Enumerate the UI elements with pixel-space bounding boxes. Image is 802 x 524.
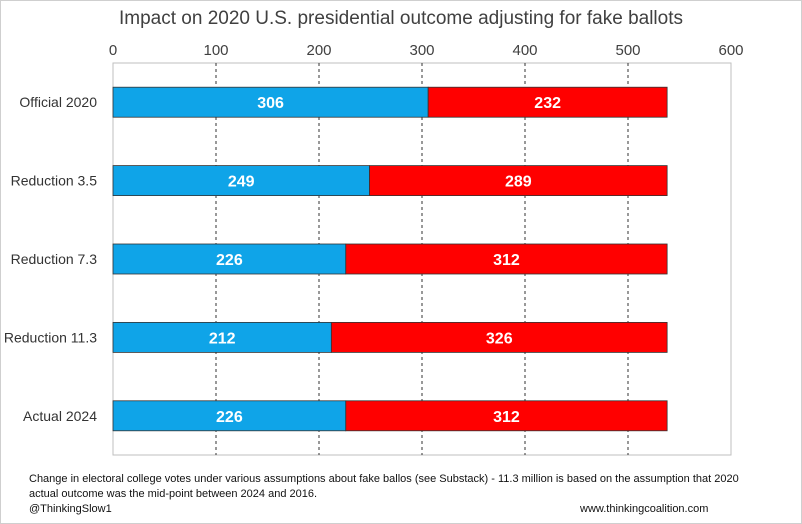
x-tick-label: 400	[512, 42, 537, 59]
data-label: 249	[228, 174, 255, 191]
x-tick-label: 100	[203, 42, 228, 59]
category-label: Official 2020	[19, 94, 97, 110]
bar-segment-red	[427, 86, 668, 118]
x-tick-label: 0	[109, 42, 117, 59]
category-label: Reduction 3.5	[11, 173, 98, 189]
data-label: 232	[534, 95, 561, 112]
bar-segment-red	[330, 321, 668, 353]
bar-segment-red	[369, 165, 668, 197]
bar-segment-blue	[112, 243, 347, 275]
data-label: 212	[209, 330, 236, 347]
chart-title: Impact on 2020 U.S. presidential outcome…	[119, 8, 683, 29]
x-tick-label: 600	[718, 42, 743, 59]
category-label: Actual 2024	[23, 408, 97, 424]
data-label: 312	[493, 252, 520, 269]
category-label: Reduction 7.3	[11, 251, 98, 267]
x-tick-label: 200	[306, 42, 331, 59]
twitter-handle: @ThinkingSlow1	[29, 503, 112, 515]
data-label: 226	[216, 409, 243, 426]
x-tick-label: 300	[409, 42, 434, 59]
data-label: 326	[486, 330, 513, 347]
data-label: 312	[493, 409, 520, 426]
x-tick-label: 500	[615, 42, 640, 59]
category-label: Reduction 11.3	[4, 329, 97, 345]
bar-segment-blue	[112, 400, 347, 432]
website-url: www.thinkingcoalition.com	[580, 503, 709, 515]
footnote: Change in electoral college votes under …	[29, 473, 739, 500]
bar-segment-red	[345, 400, 668, 432]
data-label: 306	[257, 95, 284, 112]
data-label: 226	[216, 252, 243, 269]
bar-segment-blue	[112, 321, 332, 353]
bar-segment-red	[345, 243, 668, 275]
data-label: 289	[505, 174, 532, 191]
bar-segment-blue	[112, 165, 370, 197]
